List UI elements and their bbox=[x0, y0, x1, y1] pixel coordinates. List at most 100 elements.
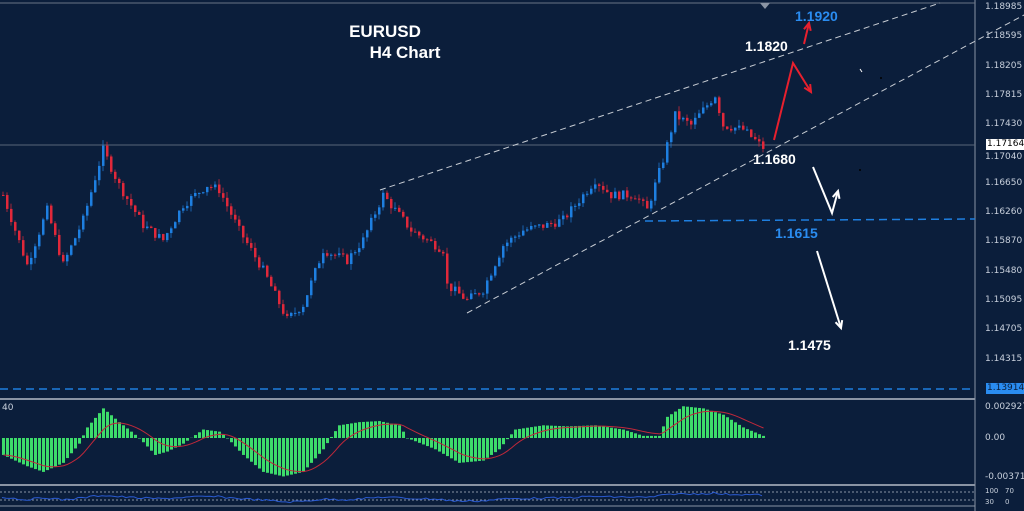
candle-body bbox=[634, 198, 637, 200]
bearish-target-arrow-icon bbox=[816, 250, 842, 329]
candle-body bbox=[218, 184, 221, 194]
candle-body bbox=[346, 254, 349, 265]
macd-histogram-bar bbox=[586, 425, 589, 438]
support-line-1-1615 bbox=[644, 218, 976, 222]
macd-histogram-bar bbox=[574, 426, 577, 438]
candle-body bbox=[298, 312, 301, 314]
macd-histogram-bar bbox=[378, 421, 381, 438]
macd-histogram-bar bbox=[218, 431, 221, 438]
macd-histogram-bar bbox=[426, 438, 429, 447]
candle-body bbox=[538, 224, 541, 226]
candle-body bbox=[562, 215, 565, 220]
candle-body bbox=[366, 230, 369, 238]
candle-body bbox=[282, 304, 285, 314]
candle-body bbox=[710, 103, 713, 106]
macd-histogram-bar bbox=[202, 429, 205, 438]
macd-histogram-bar bbox=[26, 438, 29, 467]
price-axis-tick: 1.15480 bbox=[985, 265, 1023, 276]
candle-body bbox=[114, 171, 117, 179]
macd-histogram-bar bbox=[274, 438, 277, 475]
macd-histogram-bar bbox=[614, 428, 617, 438]
candle-body bbox=[78, 229, 81, 239]
candle-body bbox=[42, 219, 45, 235]
annotation-1-1820: 1.1820 bbox=[745, 38, 788, 54]
candle-body bbox=[342, 253, 345, 255]
macd-histogram-bar bbox=[506, 438, 509, 440]
macd-histogram-bar bbox=[62, 438, 65, 463]
candle-body bbox=[306, 295, 309, 307]
candle-body bbox=[606, 189, 609, 193]
macd-histogram-bar bbox=[166, 438, 169, 452]
macd-histogram-bar bbox=[462, 438, 465, 463]
candle-body bbox=[742, 125, 745, 130]
candle-body bbox=[38, 234, 41, 247]
candle-body bbox=[318, 263, 321, 269]
candle-body bbox=[146, 226, 149, 229]
macd-histogram-bar bbox=[58, 438, 61, 465]
macd-histogram-bar bbox=[114, 418, 117, 438]
macd-histogram-bar bbox=[694, 407, 697, 438]
candle-body bbox=[330, 254, 333, 256]
macd-histogram-bar bbox=[486, 438, 489, 458]
candle-body bbox=[666, 142, 669, 163]
candle-body bbox=[658, 168, 661, 183]
candle-body bbox=[310, 280, 313, 296]
candle-body bbox=[686, 117, 689, 121]
macd-histogram-bar bbox=[50, 438, 53, 469]
candle-body bbox=[594, 184, 597, 189]
candle-body bbox=[586, 193, 589, 195]
candle-body bbox=[598, 184, 601, 186]
candle-body bbox=[210, 186, 213, 188]
candle-body bbox=[478, 293, 481, 295]
macd-histogram-bar bbox=[578, 425, 581, 438]
candle-body bbox=[10, 208, 13, 223]
candle-body bbox=[726, 126, 729, 129]
macd-histogram-bar bbox=[686, 406, 689, 438]
macd-histogram-bar bbox=[154, 438, 157, 455]
candle-body bbox=[198, 192, 201, 194]
macd-histogram-bar bbox=[234, 438, 237, 447]
candle-body bbox=[754, 136, 757, 140]
candle-body bbox=[206, 186, 209, 193]
macd-histogram-bar bbox=[702, 408, 705, 438]
candle-body bbox=[602, 185, 605, 190]
macd-histogram-bar bbox=[210, 430, 213, 438]
price-axis-tick: 1.15095 bbox=[985, 295, 1023, 305]
macd-histogram-bar bbox=[370, 421, 373, 438]
macd-histogram-bar bbox=[290, 438, 293, 475]
macd-histogram-bar bbox=[206, 430, 209, 438]
level-price-tag: 1.13914 bbox=[986, 383, 1024, 394]
candle-body bbox=[646, 200, 649, 209]
price-axis-tick: 1.14705 bbox=[985, 324, 1023, 335]
candle-body bbox=[706, 105, 709, 108]
candle-body bbox=[554, 223, 557, 227]
marker-tick bbox=[859, 68, 863, 73]
osc-tick-0: 0 bbox=[1005, 498, 1010, 506]
candle-body bbox=[442, 251, 445, 254]
candle-body bbox=[490, 275, 493, 281]
candle-body bbox=[418, 231, 421, 236]
bullish-path-arrow-icon-head bbox=[803, 83, 813, 94]
candle-body bbox=[234, 214, 237, 220]
macd-histogram-bar bbox=[382, 421, 385, 438]
candle-body bbox=[386, 192, 389, 200]
macd-histogram-bar bbox=[762, 435, 765, 438]
candle-body bbox=[482, 293, 485, 295]
macd-histogram-bar bbox=[542, 425, 545, 438]
candle-body bbox=[670, 132, 673, 143]
candle-body bbox=[674, 111, 677, 133]
candle-body bbox=[222, 193, 225, 198]
macd-histogram-bar bbox=[14, 438, 17, 461]
macd-histogram-bar bbox=[78, 438, 81, 444]
macd-histogram-bar bbox=[262, 438, 265, 472]
macd-histogram-bar bbox=[514, 429, 517, 438]
candle-body bbox=[514, 236, 517, 238]
macd-histogram-bar bbox=[266, 438, 269, 473]
candle-body bbox=[718, 97, 721, 114]
candle-body bbox=[174, 222, 177, 229]
macd-histogram-bar bbox=[698, 407, 701, 438]
candle-body bbox=[734, 127, 737, 131]
candle-body bbox=[338, 253, 341, 256]
macd-histogram-bar bbox=[510, 434, 513, 438]
